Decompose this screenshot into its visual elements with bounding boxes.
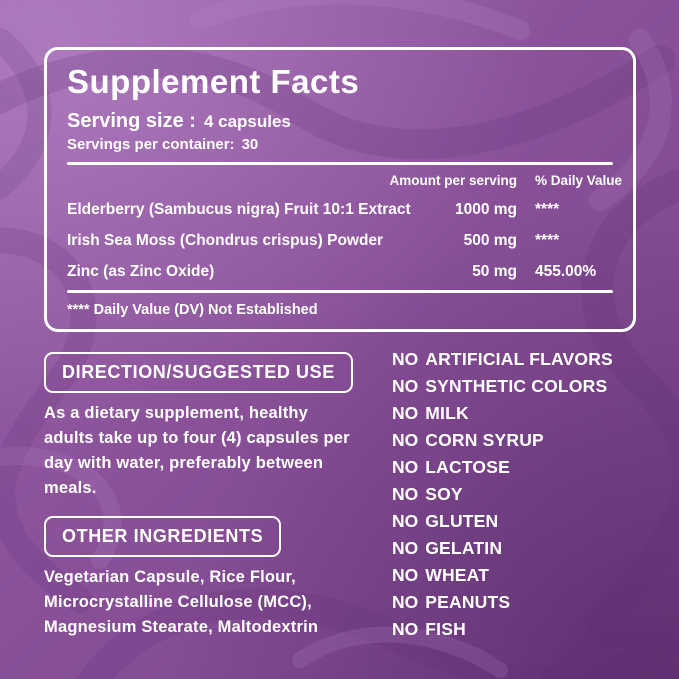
list-item-no-fish: NO FISH [392, 616, 613, 643]
panel-title: Supplement Facts [67, 63, 360, 100]
servings-per-container-line: Servings per container: 30 [67, 136, 613, 153]
no-prefix: NO [392, 457, 419, 477]
list-item-no-synthetic-colors: NO SYNTHETIC COLORS [392, 373, 613, 400]
daily-value-column-header: % Daily Value [535, 173, 623, 188]
ingredient-name: Zinc (as Zinc Oxide) [67, 263, 215, 280]
fact-row-sea-moss: Irish Sea Moss (Chondrus crispus) Powder… [67, 232, 613, 250]
other-ingredients-body: Vegetarian Capsule, Rice Flour, Microcry… [44, 568, 319, 636]
directions-body: As a dietary supplement, healthy adults … [44, 404, 350, 497]
daily-value-footnote: **** Daily Value (DV) Not Established [67, 302, 318, 318]
no-label: FISH [425, 619, 466, 639]
ingredient-amount: 500 mg [463, 232, 517, 249]
no-label: GLUTEN [425, 511, 499, 531]
divider-top [67, 162, 613, 165]
list-item-no-soy: NO SOY [392, 481, 613, 508]
fact-row-zinc: Zinc (as Zinc Oxide) 50 mg 455.00% [67, 263, 613, 281]
no-prefix: NO [392, 511, 419, 531]
no-prefix: NO [392, 592, 419, 612]
no-prefix: NO [392, 376, 419, 396]
no-prefix: NO [392, 403, 419, 423]
no-label: WHEAT [425, 565, 490, 585]
no-label: SYNTHETIC COLORS [425, 376, 608, 396]
list-item-no-artificial-flavors: NO ARTIFICIAL FLAVORS [392, 346, 613, 373]
list-item-no-gelatin: NO GELATIN [392, 535, 613, 562]
no-label: LACTOSE [425, 457, 510, 477]
no-prefix: NO [392, 484, 419, 504]
serving-size-value: 4 capsules [203, 112, 291, 131]
free-from-list: NO ARTIFICIAL FLAVORS NO SYNTHETIC COLORS … [392, 346, 613, 643]
list-item-no-lactose: NO LACTOSE [392, 454, 613, 481]
ingredient-amount: 50 mg [472, 263, 517, 280]
list-item-no-gluten: NO GLUTEN [392, 508, 613, 535]
no-prefix: NO [392, 538, 419, 558]
ingredient-daily-value: 455.00% [535, 263, 597, 280]
list-item-no-corn-syrup: NO CORN SYRUP [392, 427, 613, 454]
list-item-no-wheat: NO WHEAT [392, 562, 613, 589]
no-label: ARTIFICIAL FLAVORS [425, 349, 613, 369]
ingredient-name: Irish Sea Moss (Chondrus crispus) Powder [67, 232, 384, 249]
divider-bottom [67, 290, 613, 293]
fact-row-elderberry: Elderberry (Sambucus nigra) Fruit 10:1 E… [67, 201, 613, 219]
no-label: CORN SYRUP [425, 430, 544, 450]
serving-size-line: Serving size : 4 capsules [67, 110, 613, 133]
list-item-no-milk: NO MILK [392, 400, 613, 427]
no-prefix: NO [392, 565, 419, 585]
amount-column-header: Amount per serving [389, 173, 517, 188]
facts-table-header: Amount per serving % Daily Value [67, 173, 623, 188]
servings-per-container-label: Servings per container: [67, 136, 235, 153]
no-prefix: NO [392, 349, 419, 369]
no-label: SOY [425, 484, 463, 504]
servings-per-container-value: 30 [241, 136, 259, 153]
directions-heading: DIRECTION/SUGGESTED USE [44, 352, 353, 393]
list-item-no-peanuts: NO PEANUTS [392, 589, 613, 616]
other-ingredients-heading: OTHER INGREDIENTS [44, 516, 282, 557]
ingredient-name: Elderberry (Sambucus nigra) Fruit 10:1 E… [67, 201, 411, 218]
serving-size-label: Serving size : [67, 110, 196, 132]
supplement-facts-panel: Supplement Facts Serving size : 4 capsul… [44, 47, 636, 332]
ingredient-amount: 1000 mg [454, 201, 517, 218]
no-label: GELATIN [425, 538, 503, 558]
ingredient-daily-value: **** [535, 232, 560, 249]
no-prefix: NO [392, 430, 419, 450]
no-label: PEANUTS [425, 592, 511, 612]
no-prefix: NO [392, 619, 419, 639]
ingredient-daily-value: **** [535, 201, 560, 218]
no-label: MILK [425, 403, 469, 423]
